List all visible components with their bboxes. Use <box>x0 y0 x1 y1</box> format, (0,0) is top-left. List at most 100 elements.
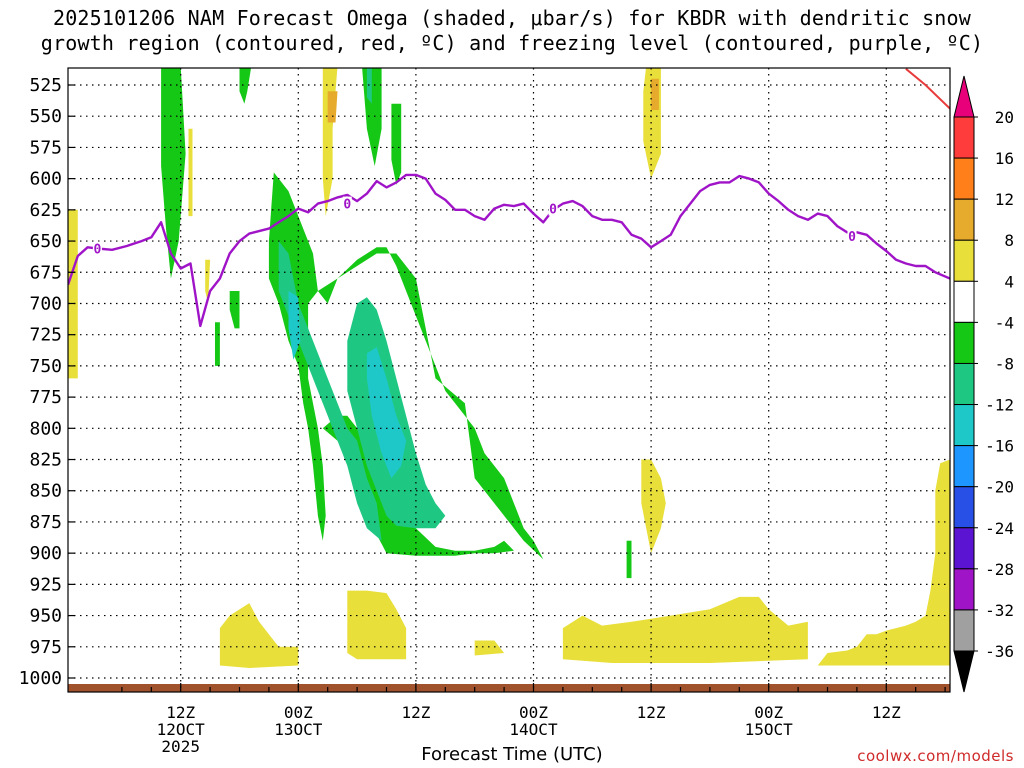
omega-region-2 <box>188 128 193 217</box>
colorbar-label-13: -36 <box>985 642 1014 661</box>
dgz-contour-line <box>905 68 950 110</box>
source-watermark: coolwx.com/models <box>857 747 1014 765</box>
omega-region-26 <box>474 640 505 656</box>
colorbar-swatch-2 <box>953 198 975 241</box>
colorbar-label-3: 8 <box>1004 231 1014 250</box>
grid-lines <box>68 68 950 692</box>
y-tick-label-800: 800 <box>29 418 62 439</box>
colorbar-swatch-10 <box>953 527 975 570</box>
y-tick-label-750: 750 <box>29 356 62 377</box>
omega-region-15 <box>278 241 382 541</box>
omega-region-24 <box>219 603 299 668</box>
colorbar-bottom-arrow <box>953 650 975 693</box>
x-tick-label-54-1: 12Z <box>637 703 666 722</box>
y-tick-label-1000: 1000 <box>19 668 62 689</box>
colorbar-label-7: -12 <box>985 396 1014 415</box>
y-tick-label-850: 850 <box>29 481 62 502</box>
colorbar-label-12: -32 <box>985 601 1014 620</box>
freezing-label-bg-0 <box>92 241 102 256</box>
y-tick-label-675: 675 <box>29 262 62 283</box>
colorbar-label-6: -8 <box>995 354 1014 373</box>
x-tick-label-42-1: 00Z <box>519 703 548 722</box>
freezing-level-label-0: 0 <box>93 243 101 258</box>
title-line-2: growth region (contoured, red, ºC) and f… <box>40 31 984 55</box>
colorbar-swatch-0 <box>953 116 975 159</box>
pressure-axis: 525 550 575 600 625 650 675 700 725 750 775 800 825 8… <box>19 75 75 689</box>
colorbar-swatch-1 <box>953 157 975 200</box>
omega-region-12 <box>651 78 659 110</box>
colorbar-swatch-6 <box>953 362 975 406</box>
x-tick-label-66-1: 00Z <box>754 703 783 722</box>
colorbar-swatch-11 <box>953 568 975 611</box>
y-tick-label-650: 650 <box>29 231 62 252</box>
omega-region-25 <box>347 590 407 660</box>
x-tick-label-42-2: 14OCT <box>509 720 558 739</box>
y-tick-label-900: 900 <box>29 543 62 564</box>
omega-region-27 <box>562 596 808 663</box>
colorbar-swatch-8 <box>953 445 975 488</box>
omega-region-17 <box>366 347 407 479</box>
omega-region-18 <box>288 291 301 360</box>
omega-region-8 <box>366 68 372 104</box>
x-axis-title: Forecast Time (UTC) <box>421 744 603 765</box>
y-tick-label-925: 925 <box>29 574 62 595</box>
chart-title: 2025101206 NAM Forecast Omega (shaded, μ… <box>0 6 1024 56</box>
y-tick-label-875: 875 <box>29 512 62 533</box>
freezing-label-bg-3 <box>847 229 857 244</box>
plot-frame <box>67 67 951 693</box>
y-tick-label-625: 625 <box>29 200 62 221</box>
ground-strip <box>68 684 950 692</box>
omega-region-9 <box>391 103 402 185</box>
y-tick-label-975: 975 <box>29 637 62 658</box>
omega-region-23 <box>817 459 950 666</box>
colorbar-label-9: -20 <box>985 478 1014 497</box>
x-tick-label-6-1: 12Z <box>166 703 195 722</box>
y-tick-label-600: 600 <box>29 169 62 190</box>
freezing-level-line <box>68 173 950 328</box>
y-tick-label-725: 725 <box>29 325 62 346</box>
colorbar-swatch-3 <box>953 239 975 282</box>
y-tick-label-775: 775 <box>29 387 62 408</box>
omega-region-13 <box>268 172 544 560</box>
colorbar-label-0: 20 <box>995 108 1014 127</box>
colorbar-label-8: -16 <box>985 437 1014 456</box>
y-tick-label-950: 950 <box>29 606 62 627</box>
x-tick-label-18-2: 13OCT <box>274 720 323 739</box>
freezing-level-label-1: 0 <box>343 198 351 213</box>
colorbar-label-4: 4 <box>1004 272 1014 291</box>
freezing-level-label-2: 0 <box>549 203 557 218</box>
y-tick-label-825: 825 <box>29 450 62 471</box>
x-tick-label-18-1: 00Z <box>284 703 313 722</box>
colorbar-label-10: -24 <box>985 519 1014 538</box>
omega-shading-layer <box>68 68 950 668</box>
omega-region-21 <box>626 540 632 579</box>
colorbar-swatch-12 <box>953 609 975 652</box>
omega-region-0 <box>161 68 186 279</box>
colorbar-swatch-9 <box>953 486 975 529</box>
colorbar-swatch-7 <box>953 404 975 447</box>
colorbar-label-2: 12 <box>995 190 1014 209</box>
freezing-label-bg-1 <box>342 196 352 211</box>
colorbar-swatch-4 <box>953 280 975 323</box>
freezing-label-bg-2 <box>548 201 558 216</box>
omega-region-3 <box>68 209 78 379</box>
x-tick-label-78-1: 12Z <box>872 703 901 722</box>
x-tick-label-66-2: 15OCT <box>745 720 794 739</box>
y-tick-label-550: 550 <box>29 106 62 127</box>
x-tick-label-30-1: 12Z <box>401 703 430 722</box>
omega-region-6 <box>327 91 338 123</box>
title-line-1: 2025101206 NAM Forecast Omega (shaded, μ… <box>52 6 972 30</box>
colorbar-label-1: 16 <box>995 149 1014 168</box>
contour-lines-layer: 0 0 0 0 <box>68 68 950 328</box>
omega-region-4 <box>205 259 211 304</box>
omega-region-22 <box>641 459 666 554</box>
omega-region-5 <box>322 68 338 217</box>
y-tick-label-700: 700 <box>29 293 62 314</box>
colorbar-swatch-5 <box>953 321 975 364</box>
omega-region-19 <box>229 291 240 329</box>
x-tick-label-6-2: 12OCT <box>157 720 206 739</box>
colorbar-label-11: -28 <box>985 560 1014 579</box>
colorbar-top-arrow <box>953 75 975 118</box>
omega-region-1 <box>239 68 252 104</box>
